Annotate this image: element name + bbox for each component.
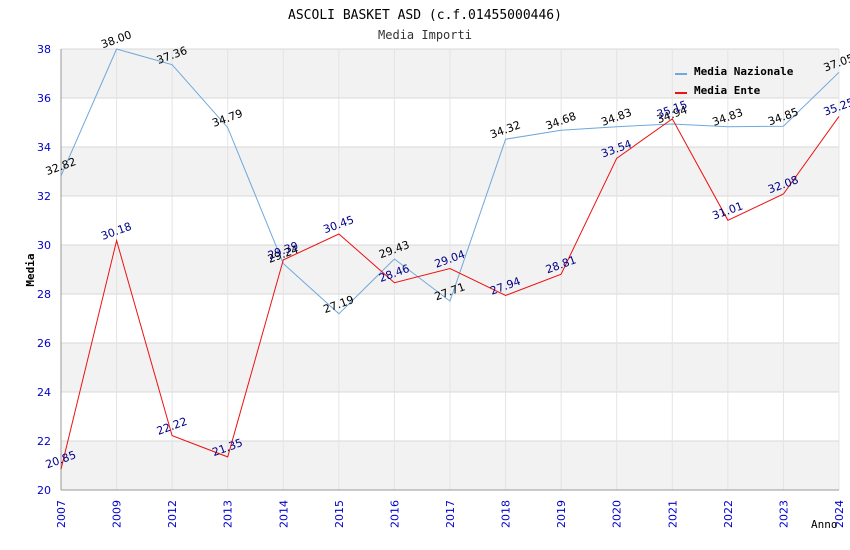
axes [60, 49, 839, 491]
x-tick-label: 2017 [444, 500, 457, 528]
chart-subtitle: Media Importi [378, 28, 472, 42]
y-tick-label: 26 [37, 337, 51, 350]
series-line-0 [60, 48, 840, 315]
y-tick-label: 32 [37, 190, 51, 203]
legend-label-nazionale: Media Nazionale [694, 65, 794, 78]
x-tick-label: 2018 [500, 500, 513, 528]
x-tick-label: 2007 [55, 500, 68, 528]
x-tick-label: 2014 [277, 500, 290, 528]
series-lines [60, 48, 840, 470]
x-tick-label: 2021 [666, 500, 679, 528]
x-tick-label: 2019 [555, 500, 568, 528]
chart-title: ASCOLI BASKET ASD (c.f.01455000446) [288, 8, 562, 23]
y-tick-label: 24 [37, 386, 51, 399]
y-tick-label: 38 [37, 43, 51, 56]
x-tick-label: 2016 [388, 500, 401, 528]
x-tick-label: 2013 [222, 500, 235, 528]
y-tick-label: 36 [37, 92, 51, 105]
x-tick-label: 2022 [722, 500, 735, 528]
x-tick-label: 2020 [611, 500, 624, 528]
legend-label-ente: Media Ente [694, 84, 761, 97]
x-tick-label: 2024 [833, 500, 846, 528]
y-tick-label: 20 [37, 484, 51, 497]
data-label: 35.25 [822, 96, 850, 119]
grid-lines [60, 48, 840, 491]
x-tick-label: 2012 [166, 500, 179, 528]
series-line-1 [60, 116, 840, 470]
y-tick-label: 30 [37, 239, 51, 252]
y-tick-label: 28 [37, 288, 51, 301]
y-tick-label: 34 [37, 141, 51, 154]
data-label: 38.00 [99, 28, 133, 51]
x-tick-label: 2023 [777, 500, 790, 528]
x-axis-label: Anno [811, 518, 838, 531]
y-axis-label: Media [24, 253, 37, 286]
legend: Media Nazionale Media Ente [675, 65, 794, 97]
x-tick-label: 2015 [333, 500, 346, 528]
x-tick-label: 2009 [111, 500, 124, 528]
y-tick-label: 22 [37, 435, 51, 448]
